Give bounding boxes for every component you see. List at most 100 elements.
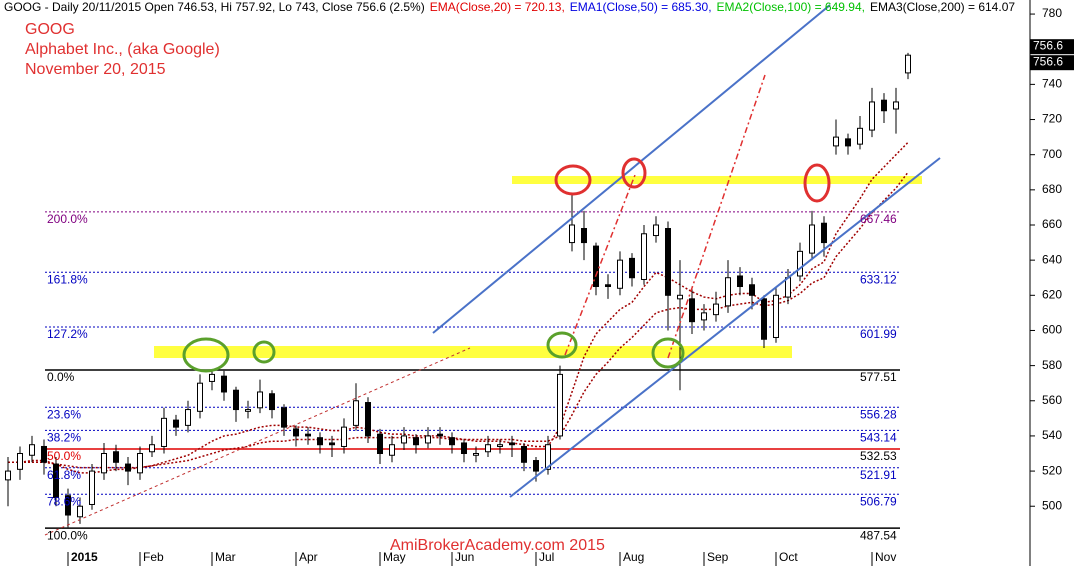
candle-body [173,419,179,428]
candle-body [353,400,359,426]
candle-body [293,428,299,437]
fib-value: 577.51 [860,370,897,384]
y-tick-label: 680 [1042,182,1062,196]
x-tick-label: Apr [299,550,318,564]
annotation: November 20, 2015 [25,61,166,78]
candle-body [401,435,407,444]
candle-body [497,444,503,447]
candle-body [89,470,95,505]
candle-body [233,389,239,411]
header-text: EMA1(Close,50) = 685.30, [570,0,712,14]
candle-body [77,505,83,518]
fib-label: 23.6% [47,407,81,421]
channel-line [509,157,941,498]
candle-body [785,277,791,298]
y-tick-label: 640 [1042,252,1062,266]
candle-body [677,294,683,300]
candle-body [341,426,347,447]
support-circle [182,337,230,373]
fib-value: 667.46 [860,212,897,226]
candle-body [17,453,23,470]
top-circle [803,163,831,203]
candle-body [641,233,647,280]
candle-body [725,277,731,307]
channel-line [432,4,831,334]
watermark: AmiBrokerAcademy.com 2015 [390,537,605,554]
candle-body [101,453,107,474]
fib-label: 0.0% [47,370,75,384]
header-text: EMA3(Close,200) = 614.07 [870,0,1015,14]
candle-body [161,417,167,447]
candle-body [389,444,395,456]
fib-label: 127.2% [47,327,88,341]
candle-body [845,138,851,147]
x-tick-label: Oct [779,550,798,564]
y-tick-label: 720 [1042,112,1062,126]
candle-body [437,433,443,437]
fib-value: 543.14 [860,431,897,445]
y-tick-label: 520 [1042,463,1062,477]
price-tag: 756.6 [1033,54,1063,68]
support-circle [546,331,578,359]
y-tick-label: 620 [1042,287,1062,301]
candle-body [881,99,887,112]
top-circle [554,164,592,196]
moving-average [8,171,909,469]
candle-body [737,275,743,288]
x-tick-label: Feb [143,550,164,564]
candle-body [869,101,875,131]
candle-body [809,224,815,254]
resistance-band [512,176,922,184]
candle-body [197,382,203,412]
x-tick-label: Aug [623,550,644,564]
fib-label: 61.8% [47,468,81,482]
candle-body [413,437,419,446]
x-tick-label: Jun [455,550,474,564]
candle-body [545,444,551,470]
candle-body [773,294,779,338]
candle-body [125,463,131,472]
candle-body [65,495,71,516]
y-tick-label: 500 [1042,498,1062,512]
x-tick-label: Nov [875,550,896,564]
y-tick-label: 580 [1042,358,1062,372]
fib-label: 200.0% [47,212,88,226]
x-tick-label: May [383,550,406,564]
x-tick-label: Sep [707,550,729,564]
candle-body [449,437,455,446]
header-text: EMA(Close,20) = 720.13, [430,0,565,14]
x-tick-label: Mar [215,550,236,564]
x-tick-label: Jul [539,550,554,564]
candle-body [653,224,659,237]
fib-value: 506.79 [860,494,897,508]
trend-line [564,174,636,356]
drawings [44,4,941,536]
fib-label: 50.0% [47,449,81,463]
fib-value: 556.28 [860,407,897,421]
support-circle [252,340,276,364]
candle-body [221,375,227,393]
candle-body [761,298,767,340]
y-tick-label: 780 [1042,6,1062,20]
annotation: GOOG [25,21,75,38]
candle-body [593,245,599,288]
highlight-bands [154,176,922,358]
plot [5,0,1035,566]
price-tag-box [1030,39,1074,55]
candle-body [365,402,371,437]
candle-body [533,460,539,472]
candle-body [557,373,563,437]
y-tick-label: 740 [1042,77,1062,91]
fib-label: 78.6% [47,494,81,508]
candle-body [713,303,719,316]
candle-body [605,284,611,288]
labels: GOOG Alphabet Inc., (aka Google) Novembe… [4,0,1074,564]
candle-body [425,435,431,444]
candle-body [329,442,335,446]
fib-label: 38.2% [47,431,81,445]
candle-body [281,407,287,428]
candle-body [905,54,911,74]
price-tag: 756.6 [1033,38,1063,52]
fib-label: 100.0% [47,528,88,542]
fib-value: 487.54 [860,528,897,542]
